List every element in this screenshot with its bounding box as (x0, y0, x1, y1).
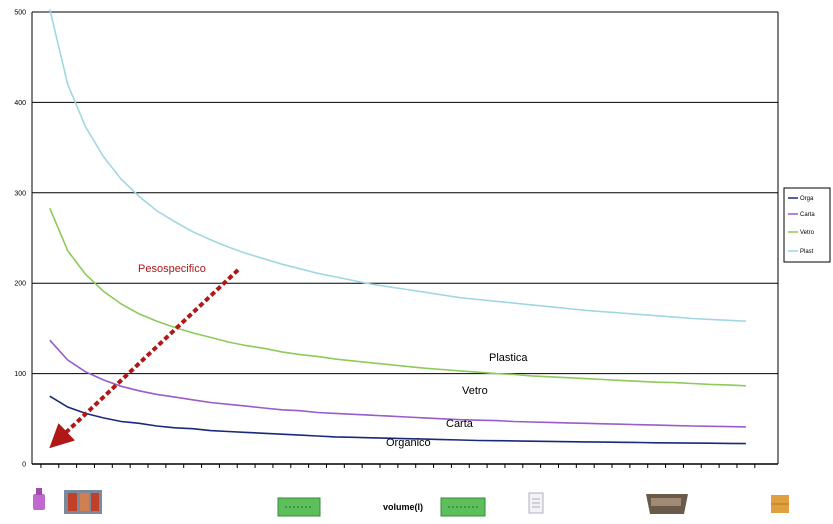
series-lines (49, 9, 746, 445)
series-line-plastica (49, 9, 746, 322)
curve-label-plastica: Plastica (489, 352, 528, 364)
skip-bin-icon (646, 494, 688, 514)
legend-label-carta: Carta (800, 212, 815, 218)
paper-sheet-icon (528, 492, 544, 514)
peso-specifico-arrow (49, 268, 240, 449)
series-line-vetro (49, 207, 746, 387)
y-tick-label: 300 (14, 190, 26, 197)
y-tick-labels: 0 100 200 300 400 500 (14, 10, 26, 469)
y-tick-label: 500 (14, 10, 26, 17)
curve-label-vetro: Vetro (462, 385, 488, 397)
y-tick-label: 200 (14, 281, 26, 288)
green-container-icon (277, 497, 321, 517)
x-tick-marks (40, 464, 756, 468)
series-line-organico (49, 395, 746, 445)
bottle-icon (33, 488, 45, 510)
grid-lines (31, 11, 779, 465)
legend-label-vetro: Vetro (800, 230, 815, 236)
y-tick-label: 400 (14, 100, 26, 107)
legend-label-organico: Orga (800, 196, 814, 202)
y-tick-label: 0 (22, 462, 26, 469)
annotation-pesospecifico: Pesospecifico (138, 263, 206, 275)
box-icon (771, 495, 789, 513)
y-tick-label: 100 (14, 371, 26, 378)
curve-label-carta: Carta (446, 418, 474, 430)
paper-bundle-icon (64, 490, 102, 514)
curve-label-organico: Organico (386, 437, 431, 449)
green-container-icon (440, 497, 486, 517)
series-line-carta (49, 339, 746, 428)
x-axis-label: volume(l) (383, 502, 423, 512)
legend-label-plastica: Plast (800, 249, 814, 255)
legend: Orga Carta Vetro Plast (783, 187, 831, 263)
